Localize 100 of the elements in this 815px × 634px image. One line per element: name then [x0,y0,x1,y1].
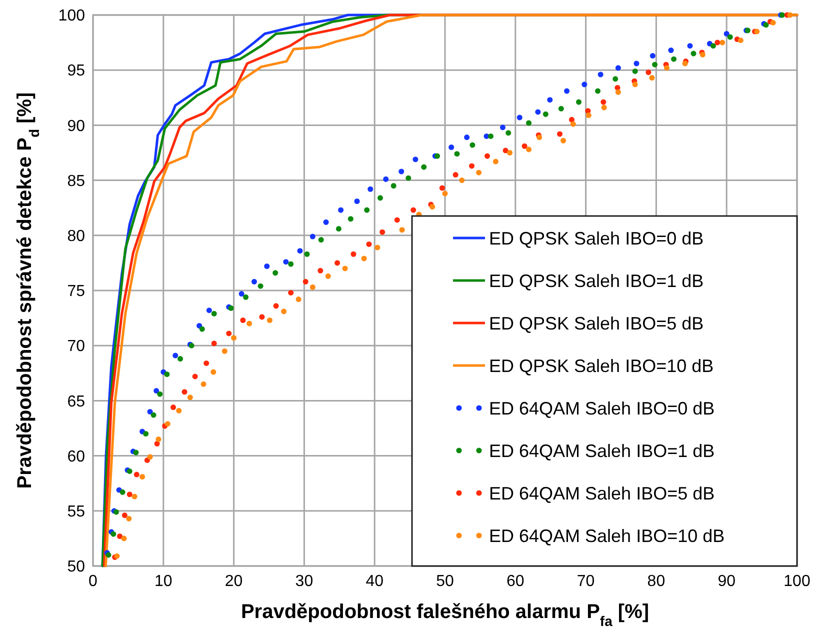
point [439,185,445,191]
point [558,106,564,112]
point [336,226,342,232]
point [273,303,279,309]
point [632,82,638,88]
point [452,172,458,178]
y-tick-label: 50 [67,558,86,576]
point [724,30,730,36]
point [354,198,360,204]
legend-label: ED 64QAM Saleh IBO=1 dB [489,440,715,461]
point [383,176,389,182]
point [364,207,370,213]
point [668,48,674,54]
point [266,317,272,324]
point [288,290,294,296]
y-tick-label: 80 [67,228,86,245]
point [240,317,246,324]
point [296,296,302,302]
point [210,369,216,375]
point [727,34,733,40]
point [366,241,372,247]
point [350,251,356,257]
point [526,146,532,152]
legend-label: ED 64QAM Saleh IBO=10 dB [489,526,725,546]
point [464,134,470,140]
point [650,53,656,59]
point [615,89,621,95]
point [434,153,440,159]
point [120,489,126,495]
point [302,278,308,284]
point [585,108,591,114]
point [310,284,316,290]
point [634,60,640,66]
x-tick-label: 30 [295,573,314,590]
point [154,440,160,446]
point [211,340,217,346]
x-axis-title: Pravděpodobnost falešného alarmu P$_{fa}$ [%] [240,601,650,629]
point [283,259,289,265]
point [231,335,237,341]
y-tick-label: 100 [58,8,86,25]
point [334,260,340,266]
point [121,536,127,542]
point [304,251,310,257]
point [132,494,138,500]
point [488,133,494,139]
point [342,266,348,272]
point [595,88,601,94]
point [154,388,160,394]
point [243,294,249,300]
x-tick-label: 70 [576,573,595,590]
point [170,404,176,410]
point [687,43,693,49]
point [196,323,202,329]
point [258,283,264,289]
x-tick-label: 50 [436,573,454,590]
point [199,326,205,332]
point [200,381,206,387]
point [318,237,324,243]
legend-label: ED QPSK Saleh IBO=1 dB [489,270,704,291]
point [492,158,498,164]
point [547,97,553,103]
point [612,76,618,82]
point [204,360,210,366]
point [251,278,257,284]
point [288,261,294,267]
point [156,436,162,442]
point [421,164,427,170]
x-tick-label: 0 [88,573,98,590]
point [126,516,132,522]
point [264,263,270,270]
point [560,138,566,144]
point [172,352,178,358]
point [652,62,658,68]
x-tick-label: 40 [366,573,384,590]
point [310,234,316,240]
point [412,156,418,162]
y-tick-label: 65 [67,393,86,410]
y-tick-label: 70 [67,338,86,356]
point [586,112,592,118]
point [187,394,193,400]
point [720,40,726,46]
point [598,72,604,78]
point [535,109,541,115]
point [410,207,416,213]
point [272,270,278,276]
point [147,408,153,414]
y-tick-label: 75 [67,283,86,300]
point [484,153,490,159]
point [399,227,405,233]
y-tick-label: 85 [67,172,86,190]
point [394,217,400,223]
point [516,114,522,120]
legend-label: ED QPSK Saleh IBO=10 dB [489,356,714,376]
legend-label: ED 64QAM Saleh IBO=0 dB [489,398,715,418]
point [380,229,386,235]
point [222,348,228,354]
y-tick-label: 90 [67,118,86,135]
point [442,190,448,196]
point [570,121,576,127]
point [500,124,506,130]
